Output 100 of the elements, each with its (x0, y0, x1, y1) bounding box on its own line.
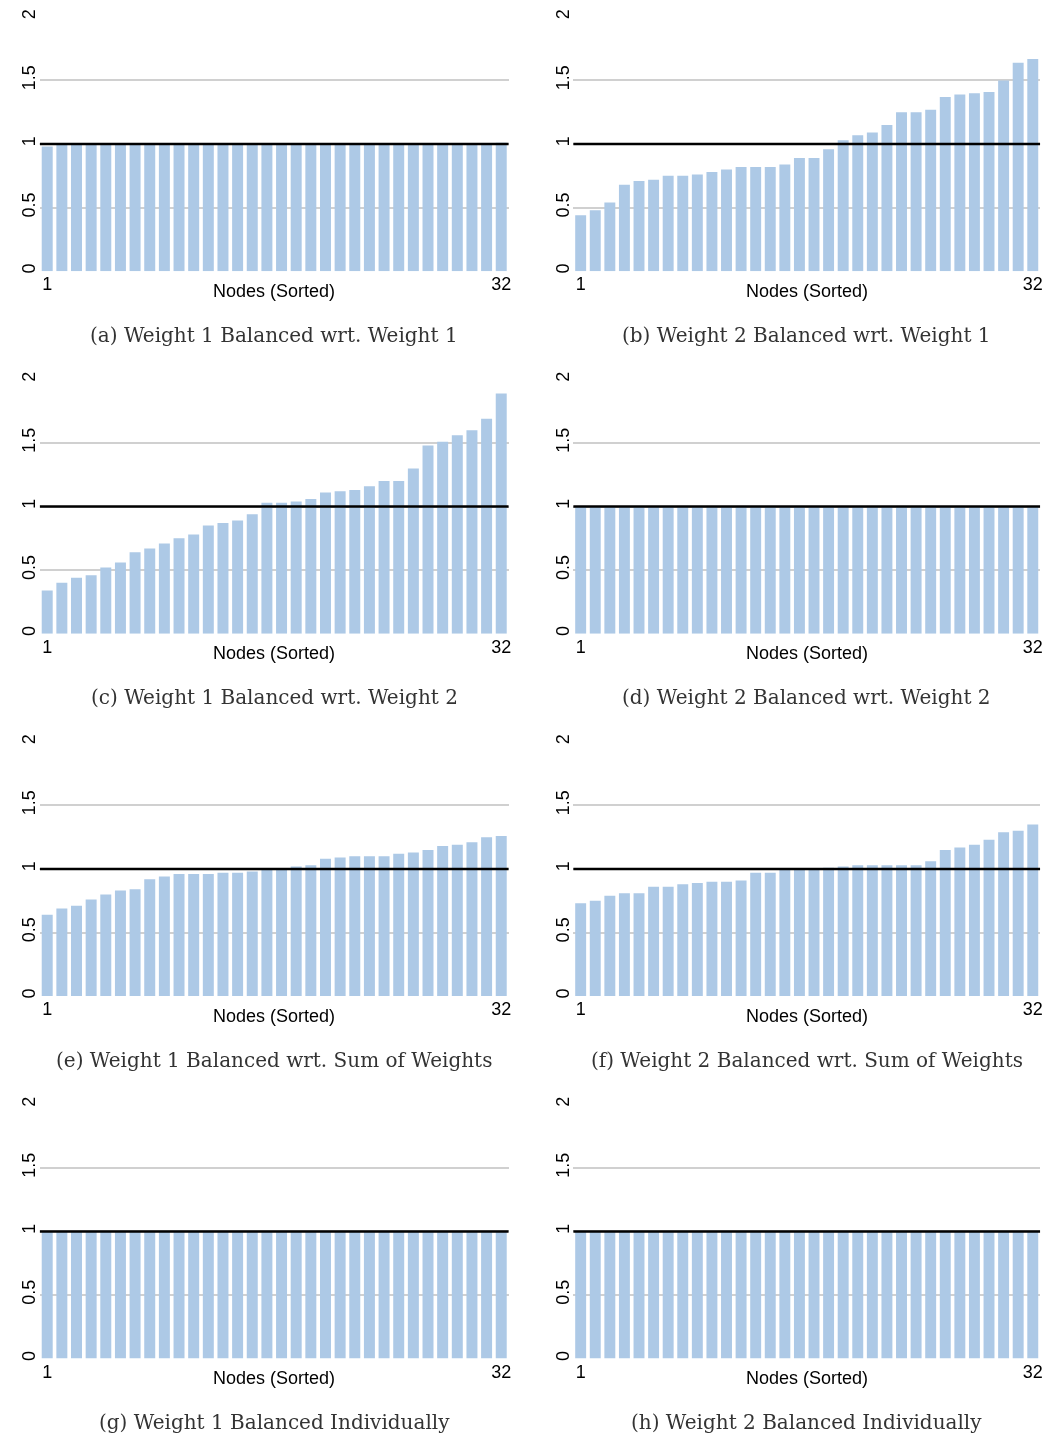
bar (589, 900, 601, 997)
text: (h) Weight 2 Balanced Individually (631, 1410, 983, 1434)
bar (764, 872, 776, 997)
bar (451, 844, 463, 997)
bar (823, 867, 835, 997)
bar (1012, 62, 1024, 272)
x-tick-label: 32 (491, 636, 512, 657)
y-tick-label: 0 (19, 263, 40, 274)
y-tick-label: 1.5 (19, 790, 40, 816)
bar (261, 868, 273, 997)
bar (575, 215, 587, 272)
bar (217, 872, 229, 997)
x-tick-label: 32 (1022, 1361, 1043, 1382)
bar (866, 132, 878, 272)
y-tick-label: 1.5 (552, 790, 573, 816)
y-tick-label: 0.5 (19, 917, 40, 943)
y-tick-label: 1 (19, 498, 40, 509)
x-tick-label: 1 (42, 274, 53, 295)
bar (290, 501, 302, 634)
bar (1027, 58, 1039, 272)
x-axis-title: Nodes (Sorted) (746, 1368, 869, 1388)
x-tick-label: 1 (42, 999, 53, 1020)
bar (954, 94, 966, 272)
y-tick-label: 2 (552, 734, 573, 745)
y-tick-label: 2 (552, 371, 573, 382)
bar (808, 868, 820, 997)
bar (983, 839, 995, 997)
bar (481, 837, 493, 997)
bar (1027, 824, 1039, 997)
bar (305, 498, 317, 634)
x-axis-title: Nodes (Sorted) (746, 643, 869, 663)
bar (808, 158, 820, 272)
bar (662, 886, 674, 997)
bar (481, 418, 493, 634)
bar (85, 575, 97, 634)
x-tick-label: 32 (1022, 636, 1043, 657)
text: (f) Weight 2 Balanced wrt. Sum of Weights (591, 1048, 1023, 1072)
bar (852, 865, 864, 997)
bar (910, 865, 922, 997)
bar (677, 884, 689, 997)
y-tick-label: 0.5 (552, 554, 573, 580)
y-tick-label: 1.5 (552, 427, 573, 453)
bar (202, 874, 214, 997)
y-tick-label: 2 (19, 734, 40, 745)
y-tick-label: 0.5 (19, 554, 40, 580)
x-tick-label: 32 (491, 1361, 512, 1382)
bar (100, 567, 112, 634)
y-tick-label: 2 (19, 1096, 40, 1107)
bar (407, 852, 419, 997)
bar (290, 866, 302, 997)
bar (276, 502, 288, 634)
bar (41, 590, 53, 634)
y-tick-label: 2 (19, 371, 40, 382)
bar (983, 91, 995, 272)
bar (998, 832, 1010, 997)
bar (363, 856, 375, 997)
bar (437, 441, 449, 634)
bar (604, 895, 616, 997)
bar (407, 468, 419, 634)
x-axis-title: Nodes (Sorted) (213, 643, 336, 663)
bar (334, 491, 346, 634)
bar (334, 857, 346, 997)
bar (939, 849, 951, 997)
bar (349, 490, 361, 634)
x-axis-title: Nodes (Sorted) (746, 281, 869, 301)
bar (735, 880, 747, 997)
bar (393, 853, 405, 997)
bar (100, 894, 112, 997)
bar (466, 842, 478, 997)
x-tick-label: 1 (575, 999, 586, 1020)
bar (648, 886, 660, 997)
y-tick-label: 0.5 (552, 1279, 573, 1305)
bar (881, 865, 893, 997)
y-tick-label: 0 (552, 263, 573, 274)
bar (451, 435, 463, 634)
bar (910, 112, 922, 272)
bar (378, 856, 390, 997)
bar (618, 893, 630, 997)
y-tick-label: 0.5 (19, 1279, 40, 1305)
bar (954, 847, 966, 997)
bar (998, 80, 1010, 272)
bar (173, 874, 185, 997)
x-axis-title: Nodes (Sorted) (213, 1368, 336, 1388)
bar (896, 865, 907, 997)
y-tick-label: 1.5 (552, 65, 573, 91)
x-axis-title: Nodes (Sorted) (213, 1006, 336, 1026)
bar (691, 882, 703, 997)
y-tick-label: 0 (19, 625, 40, 636)
bar (158, 876, 170, 997)
bar (750, 166, 762, 272)
bar (495, 393, 507, 634)
bar (56, 908, 68, 997)
bar (41, 914, 53, 997)
bar (618, 184, 630, 272)
bar (779, 868, 791, 997)
bar (662, 175, 674, 272)
bar (721, 881, 732, 997)
y-tick-label: 0 (552, 1350, 573, 1361)
bar (188, 534, 200, 634)
bar (852, 135, 864, 272)
